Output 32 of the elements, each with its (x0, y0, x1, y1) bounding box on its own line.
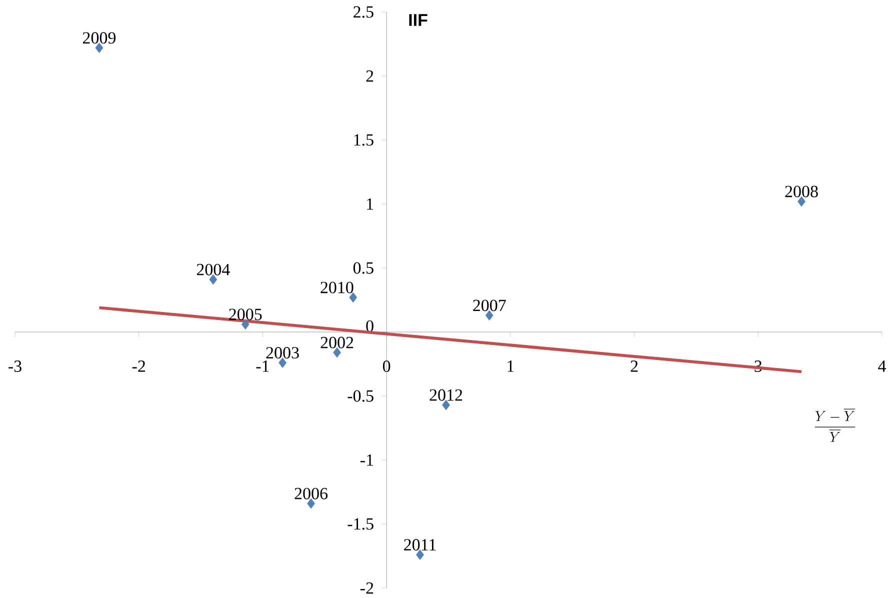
point (349, 292, 358, 303)
annotation: 2004 (196, 264, 230, 276)
y-tick-label: 1 (367, 198, 374, 210)
annotation: 2006 (294, 488, 328, 500)
annotation: 2012 (430, 389, 462, 401)
y-tick-label: 2.5 (354, 6, 374, 18)
x-axis-title: $\frac{Y-\overline{Y}}{\overline{Y}}$ (814, 409, 856, 442)
y-tick-label: 2 (366, 70, 374, 82)
annotation: 2010 (320, 282, 354, 294)
x-tick-label: 0 (382, 360, 390, 372)
y-tick-label: -0.5 (348, 390, 374, 402)
annotation: 2005 (229, 308, 262, 320)
y-tick-label: -1 (360, 454, 374, 466)
x-tick-label: -2 (132, 360, 145, 372)
annotation: 2011 (404, 539, 436, 551)
annotation: 2008 (785, 186, 818, 198)
y-tick-label: 1.5 (354, 134, 374, 146)
x-tick-label: 2 (630, 360, 638, 372)
y-tick-label: -2 (360, 582, 374, 594)
x-tick-label: -1 (256, 360, 269, 372)
x-tick-label: -3 (8, 360, 22, 372)
x-tick-label: 4 (878, 360, 886, 372)
annotation: 2002 (320, 336, 354, 348)
annotation: 2007 (473, 300, 506, 312)
point (278, 358, 286, 368)
y-axis-title: IIF (409, 14, 428, 26)
x-tick-label: 1 (508, 360, 514, 372)
annotation: 2009 (82, 32, 116, 44)
annotation: 2003 (266, 347, 299, 359)
y-tick-label: -1.5 (348, 518, 374, 530)
y-tick-label: 0.5 (353, 262, 374, 274)
point (416, 550, 424, 560)
